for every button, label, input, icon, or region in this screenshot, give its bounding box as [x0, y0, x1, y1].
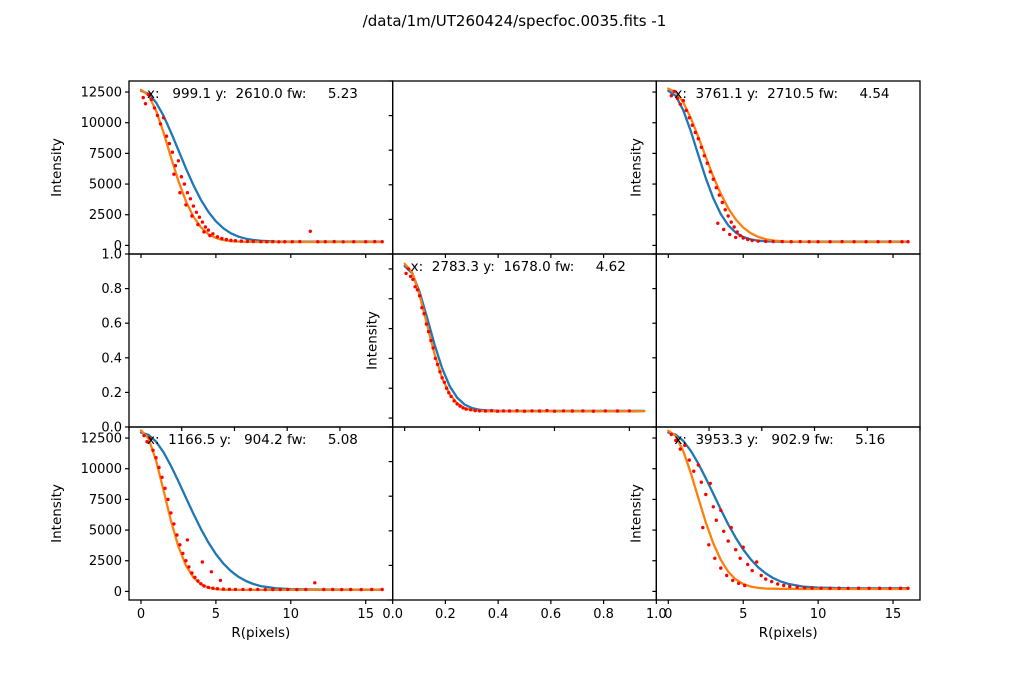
plot-border [392, 426, 657, 601]
y-tick-label: 12500 [81, 432, 122, 447]
fit-line-blue [139, 431, 382, 591]
plot-border [392, 80, 657, 255]
subplot-2-1: 0.0 0.2 0.4 0.6 0.8 1.0 [382, 426, 667, 622]
y-axis-label: Intensity [49, 484, 65, 543]
plot-border [128, 80, 394, 255]
y-tick-label: 12500 [81, 86, 122, 101]
data-points [404, 267, 632, 413]
y-tick-label: 2500 [89, 208, 122, 223]
x-tick-label: 5 [739, 607, 747, 622]
annotation-text: x: 2783.3 y: 1678.0 fw: 4.62 [411, 259, 626, 275]
subplot-1-2 [652, 253, 921, 431]
subplot-0-0: 0 2500 5000 7500 10000 12500 x: 999.1 y: 2610.… [49, 80, 394, 258]
y-axis-label: Intensity [49, 138, 65, 197]
subplot-2-0: 0 5 10 15 0 2500 5000 7500 10000 12500 x: 1166.5 y… [49, 426, 394, 641]
y-tick-label: 5000 [89, 178, 122, 193]
x-tick-label: 0.4 [488, 607, 509, 622]
annotation-text: x: 3953.3 y: 902.9 fw: 5.16 [674, 432, 885, 448]
data-points [669, 432, 910, 590]
y-tick-label: 0.4 [101, 351, 122, 366]
y-tick-label: 0.8 [101, 282, 122, 297]
y-tick-label: 10000 [81, 462, 122, 477]
data-points [141, 92, 384, 244]
x-axis-label: R(pixels) [759, 625, 818, 641]
y-axis-label: Intensity [628, 138, 644, 197]
y-tick-label: 2500 [89, 554, 122, 569]
x-tick-label: 10 [283, 607, 300, 622]
x-tick-label: 0.6 [541, 607, 562, 622]
y-tick-label: 10000 [81, 116, 122, 131]
y-tick-label: 0.0 [101, 421, 122, 436]
figure-title: /data/1m/UT260424/specfoc.0035.fits -1 [362, 12, 667, 30]
plot-border [655, 80, 921, 255]
subplot-2-2: 0 5 10 15 x: 3953.3 y: 902.9 fw: 5.16 Intensi… [628, 426, 921, 641]
y-tick-label: 1.0 [101, 248, 122, 263]
y-tick-label: 0.6 [101, 317, 122, 332]
x-tick-label: 0.8 [593, 607, 614, 622]
fit-line-blue [403, 265, 646, 413]
y-tick-label: 7500 [89, 493, 122, 508]
x-tick-label: 15 [885, 607, 902, 622]
x-tick-label: 0.0 [382, 607, 403, 622]
subplot-1-0: 0.0 0.2 0.4 0.6 0.8 1.0 [101, 248, 394, 436]
subplot-1-1: x: 2783.3 y: 1678.0 fw: 4.62 Intensity [365, 253, 657, 431]
y-tick-label: 0.2 [101, 386, 122, 401]
y-tick-label: 0 [114, 239, 122, 254]
y-axis-label: Intensity [628, 484, 644, 543]
y-tick-label: 7500 [89, 147, 122, 162]
x-tick-label: 15 [357, 607, 374, 622]
plot-border [655, 426, 921, 601]
x-tick-label: 10 [810, 607, 827, 622]
fit-line-orange [667, 87, 910, 244]
y-tick-label: 0 [114, 585, 122, 600]
x-tick-label: 0 [137, 607, 145, 622]
fit-line-orange [403, 262, 646, 413]
plot-border [128, 253, 394, 428]
x-tick-label: 5 [212, 607, 220, 622]
x-tick-label: 0.2 [435, 607, 456, 622]
y-axis-label: Intensity [365, 311, 381, 370]
subplot-0-2: x: 3761.1 y: 2710.5 fw: 4.54 Intensity [628, 80, 921, 258]
x-tick-label: 0 [664, 607, 672, 622]
data-points [142, 433, 384, 592]
annotation-text: x: 3761.1 y: 2710.5 fw: 4.54 [674, 86, 889, 102]
annotation-text: x: 1166.5 y: 904.2 fw: 5.08 [147, 432, 358, 448]
data-points [669, 89, 910, 244]
plot-border [655, 253, 921, 428]
subplot-0-1 [388, 80, 657, 258]
fit-line-orange [667, 429, 910, 591]
fit-line-orange [139, 429, 382, 592]
y-tick-label: 5000 [89, 524, 122, 539]
x-axis-label: R(pixels) [231, 625, 290, 641]
fit-line-blue [667, 89, 910, 243]
fit-line-blue [667, 431, 910, 590]
x-tick-label: 1.0 [646, 607, 667, 622]
annotation-text: x: 999.1 y: 2610.0 fw: 5.23 [147, 86, 358, 102]
